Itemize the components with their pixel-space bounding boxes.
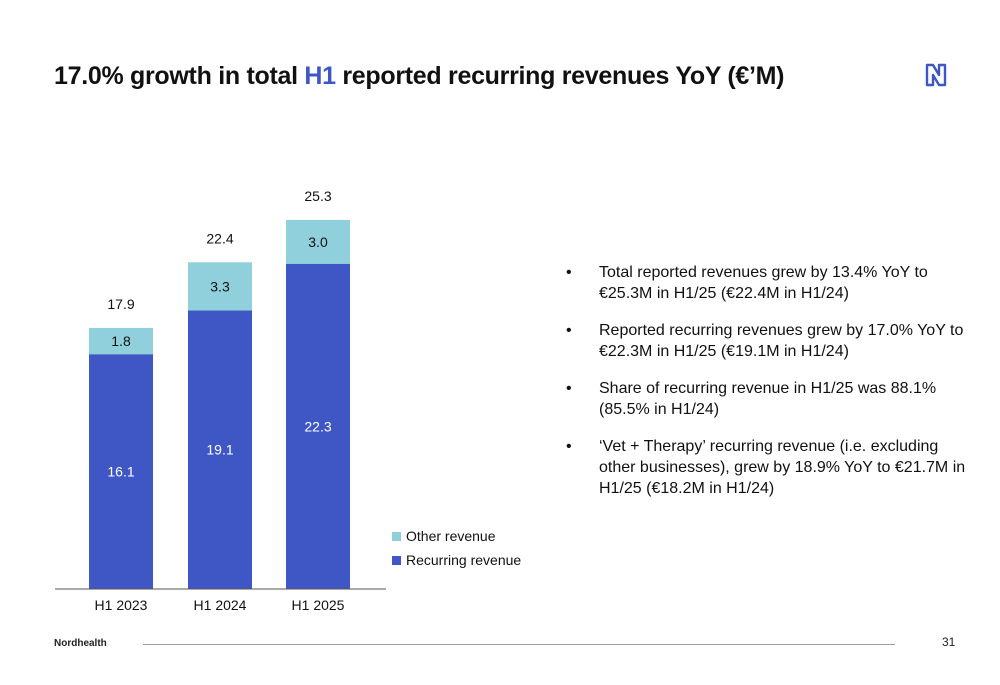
bullet-list: • Total reported revenues grew by 13.4% Y… [566, 262, 966, 515]
bar-total-label: 17.9 [107, 296, 134, 312]
x-tick-label: H1 2025 [292, 597, 345, 613]
x-tick-label: H1 2023 [95, 597, 148, 613]
bullet-item: • ‘Vet + Therapy’ recurring revenue (i.e.… [566, 436, 966, 499]
bar-segment-other [188, 262, 252, 311]
bar-total-label: 25.3 [304, 188, 331, 204]
legend-label: Recurring revenue [406, 552, 521, 568]
bullet-item: • Total reported revenues grew by 13.4% Y… [566, 262, 966, 304]
footer-brand: Nordhealth [54, 638, 107, 649]
bullet-dot-icon: • [566, 322, 572, 339]
legend-label: Other revenue [406, 528, 496, 544]
bar-segment-recurring [89, 354, 153, 589]
segment-value-label: 3.3 [210, 278, 230, 294]
bullet-dot-icon: • [566, 438, 572, 455]
legend-swatch [392, 556, 401, 565]
segment-value-label: 3.0 [308, 234, 328, 250]
footer-divider [143, 644, 895, 645]
bar-total-label: 22.4 [206, 230, 233, 246]
segment-value-label: 16.1 [107, 464, 134, 480]
bullet-text: Share of recurring revenue in H1/25 was … [599, 380, 937, 418]
bar-segment-recurring [286, 263, 350, 589]
nordhealth-logo-icon [925, 63, 947, 87]
bar-segment-recurring [188, 310, 252, 589]
page-title: 17.0% growth in total H1 reported recurr… [54, 62, 785, 91]
segment-value-label: 22.3 [304, 418, 331, 434]
legend-swatch [392, 532, 401, 541]
segment-value-label: 1.8 [111, 333, 131, 349]
bullet-text: ‘Vet + Therapy’ recurring revenue (i.e. … [599, 438, 966, 497]
bullet-item: • Share of recurring revenue in H1/25 was… [566, 378, 966, 420]
bullet-text: Total reported revenues grew by 13.4% Yo… [599, 264, 928, 302]
title-highlight: H1 [304, 62, 336, 90]
x-tick-label: H1 2024 [194, 597, 247, 613]
bar-segment-other [89, 327, 153, 355]
bullet-item: • Reported recurring revenues grew by 17.… [566, 320, 966, 362]
bar-segment-other [286, 220, 350, 264]
title-text-pre: 17.0% growth in total [54, 62, 305, 90]
bullet-dot-icon: • [566, 380, 572, 397]
bullet-text: Reported recurring revenues grew by 17.0… [599, 322, 964, 360]
bullet-dot-icon: • [566, 264, 572, 281]
page-number: 31 [942, 635, 956, 649]
segment-value-label: 19.1 [206, 442, 233, 458]
title-text-post: reported recurring revenues YoY (€’M) [335, 62, 785, 90]
